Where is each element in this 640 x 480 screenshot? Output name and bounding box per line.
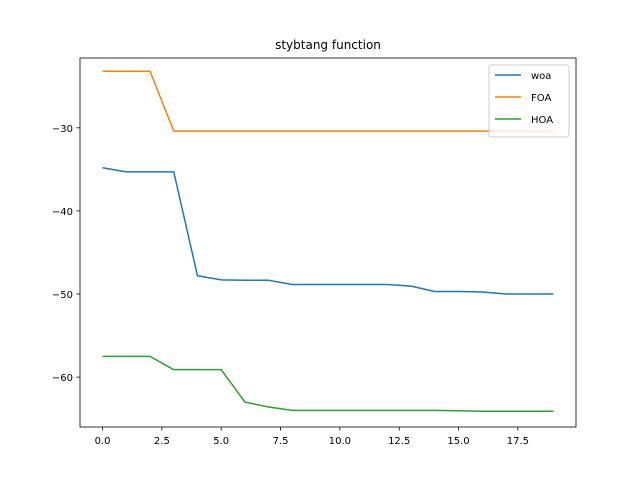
- x-tick-label: 5.0: [213, 436, 229, 447]
- legend-label-foa: FOA: [531, 93, 551, 104]
- series-line-hoa: [102, 355, 554, 412]
- x-tick-label: 0.0: [95, 436, 111, 447]
- legend-box: [488, 64, 570, 138]
- x-tick-label: 2.5: [154, 436, 170, 447]
- y-tick-label: −30: [52, 124, 73, 135]
- legend-label-woa: woa: [531, 71, 551, 82]
- axes-frame: [79, 57, 577, 428]
- x-tick-label: 10.0: [329, 436, 351, 447]
- x-tick-label: 7.5: [273, 436, 289, 447]
- y-tick-label: −60: [52, 373, 73, 384]
- y-tick-label: −50: [52, 290, 73, 301]
- plot-area: 0.0 2.5 5.0 7.5 10.0 12.5 15.0 17.5 −60 −50 −40 −30: [52, 70, 554, 447]
- legend: woa FOA HOA: [488, 64, 570, 138]
- x-tick-label: 17.5: [507, 436, 529, 447]
- x-tick-label: 15.0: [447, 436, 469, 447]
- x-tick-label: 12.5: [388, 436, 410, 447]
- legend-label-hoa: HOA: [531, 115, 553, 126]
- series-line-foa: [102, 70, 554, 132]
- series-line-woa: [102, 166, 554, 295]
- y-tick-label: −40: [52, 207, 73, 218]
- chart-title: stybtang function: [275, 38, 381, 52]
